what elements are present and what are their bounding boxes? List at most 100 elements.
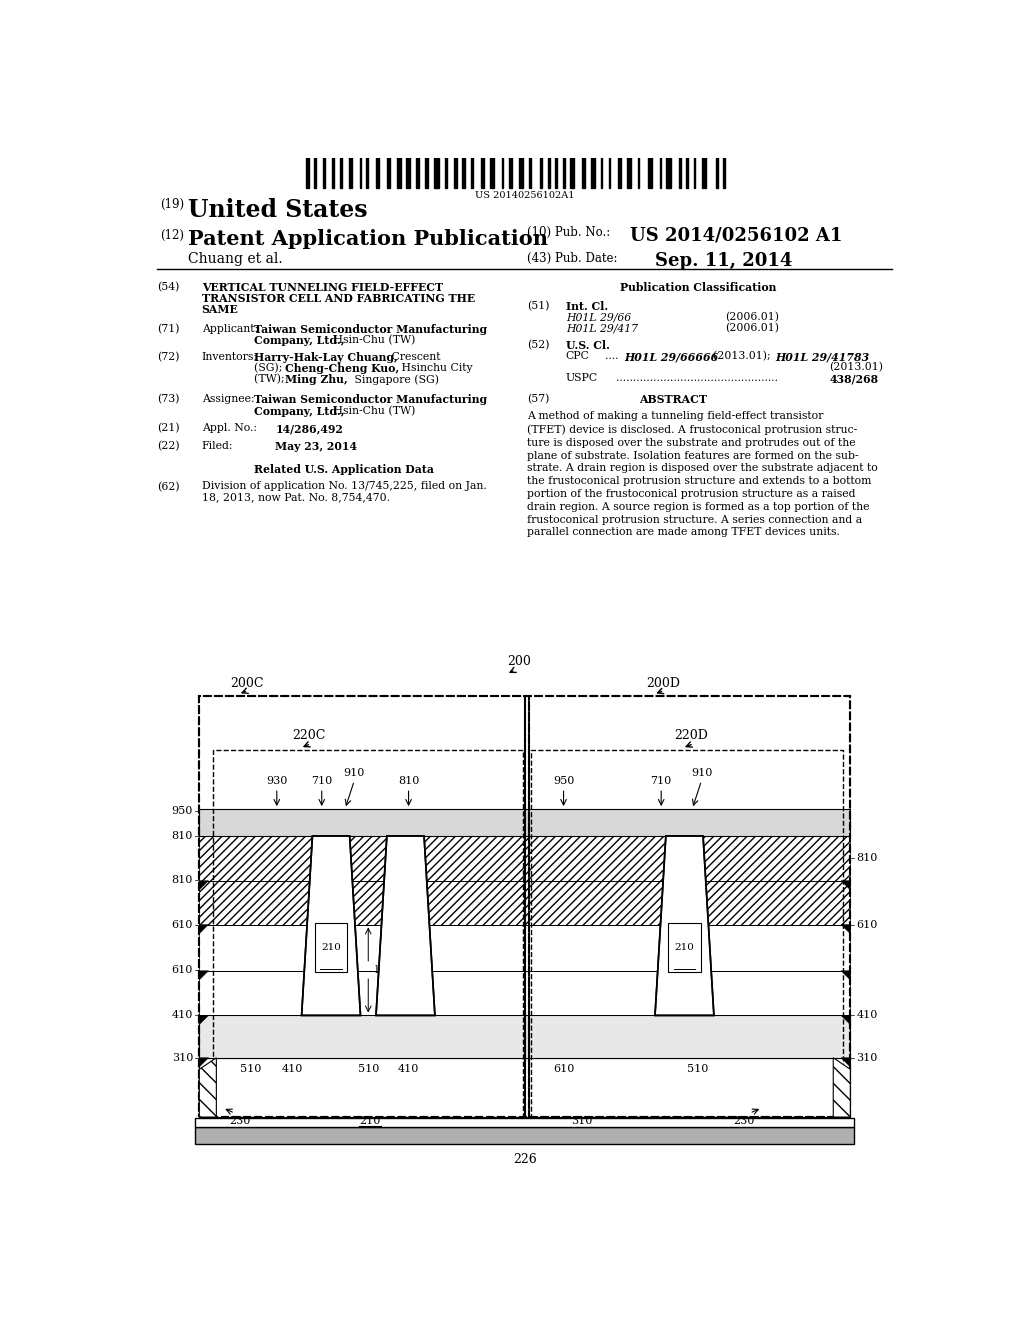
Bar xyxy=(723,157,725,187)
Bar xyxy=(200,880,850,924)
Text: 510: 510 xyxy=(240,1064,261,1074)
Text: Related U.S. Application Data: Related U.S. Application Data xyxy=(254,463,433,475)
Bar xyxy=(200,696,850,1117)
Polygon shape xyxy=(841,970,850,979)
Bar xyxy=(196,1127,854,1144)
Bar xyxy=(434,157,438,187)
Text: 310: 310 xyxy=(570,1115,592,1126)
Bar xyxy=(200,970,850,1015)
Text: (10) Pub. No.:: (10) Pub. No.: xyxy=(527,226,610,239)
Bar xyxy=(638,157,639,187)
Text: (54): (54) xyxy=(158,281,180,292)
Bar xyxy=(200,924,850,970)
Bar xyxy=(425,157,428,187)
Text: Int. Cl.: Int. Cl. xyxy=(566,301,608,312)
Bar xyxy=(324,157,326,187)
Text: 710: 710 xyxy=(650,776,672,785)
Text: (2013.01): (2013.01) xyxy=(829,362,884,372)
Text: H01L 29/417: H01L 29/417 xyxy=(566,323,638,333)
Text: VERTICAL TUNNELING FIELD-EFFECT: VERTICAL TUNNELING FIELD-EFFECT xyxy=(202,281,442,293)
Text: (19): (19) xyxy=(161,198,184,211)
Text: US 20140256102A1: US 20140256102A1 xyxy=(475,191,574,199)
Bar xyxy=(570,157,573,187)
Bar xyxy=(617,157,622,187)
Text: Appl. No.:: Appl. No.: xyxy=(202,424,257,433)
Polygon shape xyxy=(841,1015,850,1024)
Text: H01L 29/41783: H01L 29/41783 xyxy=(775,351,869,362)
Text: 610: 610 xyxy=(172,965,194,975)
Text: 18, 2013, now Pat. No. 8,754,470.: 18, 2013, now Pat. No. 8,754,470. xyxy=(202,492,389,503)
Text: Singapore (SG): Singapore (SG) xyxy=(351,375,439,385)
Text: Ming Zhu,: Ming Zhu, xyxy=(285,375,347,385)
Text: A method of making a tunneling field-effect transistor
(TFET) device is disclose: A method of making a tunneling field-eff… xyxy=(527,412,878,537)
Bar xyxy=(582,157,585,187)
Bar xyxy=(481,157,484,187)
Polygon shape xyxy=(200,1057,216,1117)
Bar xyxy=(444,157,447,187)
Bar xyxy=(518,157,523,187)
Text: 510: 510 xyxy=(687,1064,709,1074)
Text: Hsin-Chu (TW): Hsin-Chu (TW) xyxy=(330,405,415,416)
Text: Sep. 11, 2014: Sep. 11, 2014 xyxy=(655,252,793,271)
Text: Hsinchu City: Hsinchu City xyxy=(397,363,472,374)
Bar xyxy=(529,157,530,187)
Text: Company, Ltd.,: Company, Ltd., xyxy=(254,335,344,346)
Text: 410: 410 xyxy=(282,1064,303,1074)
Bar xyxy=(531,750,843,1117)
Text: (62): (62) xyxy=(158,482,180,492)
Bar xyxy=(648,157,651,187)
Bar xyxy=(548,157,550,187)
Bar xyxy=(679,157,681,187)
Text: 310: 310 xyxy=(172,1053,194,1063)
Bar xyxy=(306,157,309,187)
Bar xyxy=(669,923,700,973)
Bar xyxy=(609,157,610,187)
Text: Publication Classification: Publication Classification xyxy=(621,281,776,293)
Polygon shape xyxy=(200,924,209,933)
Text: 810: 810 xyxy=(172,875,194,884)
Bar xyxy=(502,157,503,187)
Text: 610: 610 xyxy=(553,1064,574,1074)
Bar xyxy=(196,1118,854,1127)
Bar xyxy=(376,157,379,187)
Bar xyxy=(591,157,595,187)
Text: (52): (52) xyxy=(527,341,550,350)
Text: 810: 810 xyxy=(398,776,419,785)
Bar xyxy=(367,157,368,187)
Polygon shape xyxy=(376,836,435,1015)
Text: May 23, 2014: May 23, 2014 xyxy=(275,441,357,453)
Text: Company, Ltd.,: Company, Ltd., xyxy=(254,405,344,417)
Polygon shape xyxy=(200,1015,209,1024)
Bar xyxy=(455,157,457,187)
Text: Inventors:: Inventors: xyxy=(202,352,258,362)
Text: 230: 230 xyxy=(733,1115,755,1126)
Text: Patent Application Publication: Patent Application Publication xyxy=(188,230,549,249)
Text: 950: 950 xyxy=(553,776,574,785)
Text: 230: 230 xyxy=(229,1115,251,1126)
Text: Filed:: Filed: xyxy=(202,441,233,451)
Text: 210: 210 xyxy=(675,944,694,952)
Bar xyxy=(667,157,671,187)
Text: SAME: SAME xyxy=(202,304,239,315)
Text: Assignee:: Assignee: xyxy=(202,395,254,404)
Bar xyxy=(314,923,347,973)
Text: 14/286,492: 14/286,492 xyxy=(275,424,343,434)
Bar xyxy=(471,157,473,187)
Bar xyxy=(659,157,662,187)
Text: 610: 610 xyxy=(172,920,194,929)
Text: 210: 210 xyxy=(359,1115,381,1126)
Bar xyxy=(627,157,631,187)
Bar xyxy=(555,157,557,187)
Text: (SG);: (SG); xyxy=(254,363,286,374)
Text: Harry-Hak-Lay Chuang,: Harry-Hak-Lay Chuang, xyxy=(254,352,397,363)
Polygon shape xyxy=(302,836,360,1015)
Text: (2013.01);: (2013.01); xyxy=(713,351,774,362)
Text: 510: 510 xyxy=(357,1064,379,1074)
Bar xyxy=(490,157,494,187)
Text: 410: 410 xyxy=(172,1010,194,1020)
Text: 910: 910 xyxy=(344,768,365,779)
Text: h: h xyxy=(375,965,382,975)
Bar xyxy=(701,157,707,187)
Bar xyxy=(716,157,718,187)
Text: 220C: 220C xyxy=(292,729,326,742)
